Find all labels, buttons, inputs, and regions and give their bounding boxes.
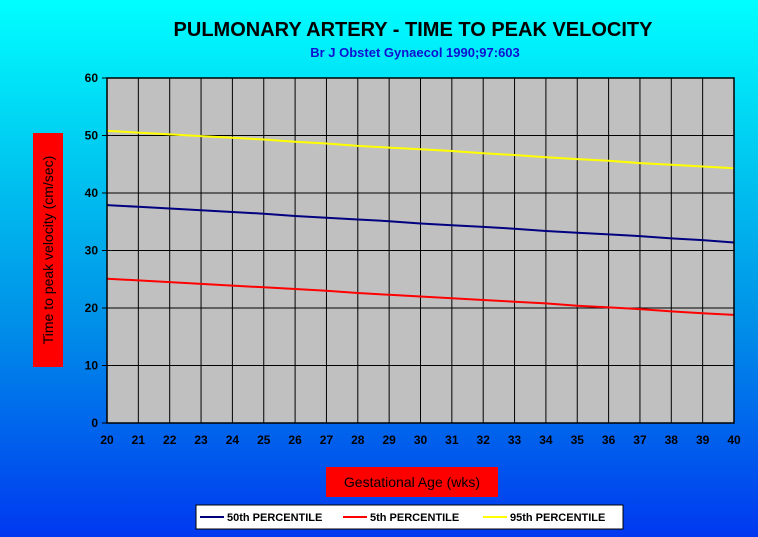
series-line-95th-percentile — [106, 129, 735, 170]
x-tick-label: 38 — [665, 433, 679, 447]
gridlines — [106, 77, 735, 424]
x-tick-label: 30 — [414, 433, 428, 447]
plot-border — [106, 77, 735, 424]
legend-box — [195, 504, 624, 530]
x-tick-label: 40 — [727, 433, 741, 447]
x-tick-label: 27 — [320, 433, 334, 447]
x-tick-label: 29 — [382, 433, 396, 447]
legend-label: 95th PERCENTILE — [510, 512, 605, 524]
y-axis-label-box — [33, 133, 63, 367]
axes — [102, 77, 735, 424]
x-tick-label: 34 — [539, 433, 553, 447]
x-tick-label: 37 — [633, 433, 647, 447]
x-tick-label: 35 — [571, 433, 585, 447]
chart-subtitle: Br J Obstet Gynaecol 1990;97:603 — [310, 45, 520, 60]
y-tick-label: 60 — [85, 71, 99, 85]
series-layer — [106, 129, 735, 316]
x-tick-label: 39 — [696, 433, 710, 447]
chart-title: PULMONARY ARTERY - TIME TO PEAK VELOCITY — [174, 19, 654, 41]
x-tick-label: 31 — [445, 433, 459, 447]
x-axis-label-box — [326, 467, 498, 497]
legend-label: 5th PERCENTILE — [370, 512, 459, 524]
x-tick-label: 33 — [508, 433, 522, 447]
legend: 50th PERCENTILE 5th PERCENTILE 95th PERCEN… — [200, 512, 605, 524]
x-axis-label: Gestational Age (wks) — [344, 474, 480, 490]
series-line-5th-percentile — [106, 277, 735, 316]
x-tick-label: 23 — [194, 433, 208, 447]
y-tick-label: 10 — [85, 359, 99, 373]
x-tick-label: 21 — [132, 433, 146, 447]
x-tick-label: 20 — [100, 433, 114, 447]
y-tick-label: 40 — [85, 186, 99, 200]
x-tick-label: 22 — [163, 433, 177, 447]
x-tick-label: 26 — [288, 433, 302, 447]
x-tick-label: 25 — [257, 433, 271, 447]
x-tick-label: 28 — [351, 433, 365, 447]
y-axis-label: Time to peak velocity (cm/sec) — [40, 156, 56, 345]
y-tick-label: 0 — [91, 416, 98, 430]
y-tick-label: 50 — [85, 129, 99, 143]
tick-labels: 20 21 22 23 24 25 26 27 28 29 30 31 32 33 34 35 36 37 38 39… — [85, 71, 741, 447]
y-tick-label: 20 — [85, 301, 99, 315]
x-tick-label: 32 — [477, 433, 491, 447]
x-tick-label: 36 — [602, 433, 616, 447]
x-tick-label: 24 — [226, 433, 240, 447]
legend-label: 50th PERCENTILE — [227, 512, 322, 524]
series-line-50th-percentile — [106, 204, 735, 244]
y-tick-label: 30 — [85, 244, 99, 258]
